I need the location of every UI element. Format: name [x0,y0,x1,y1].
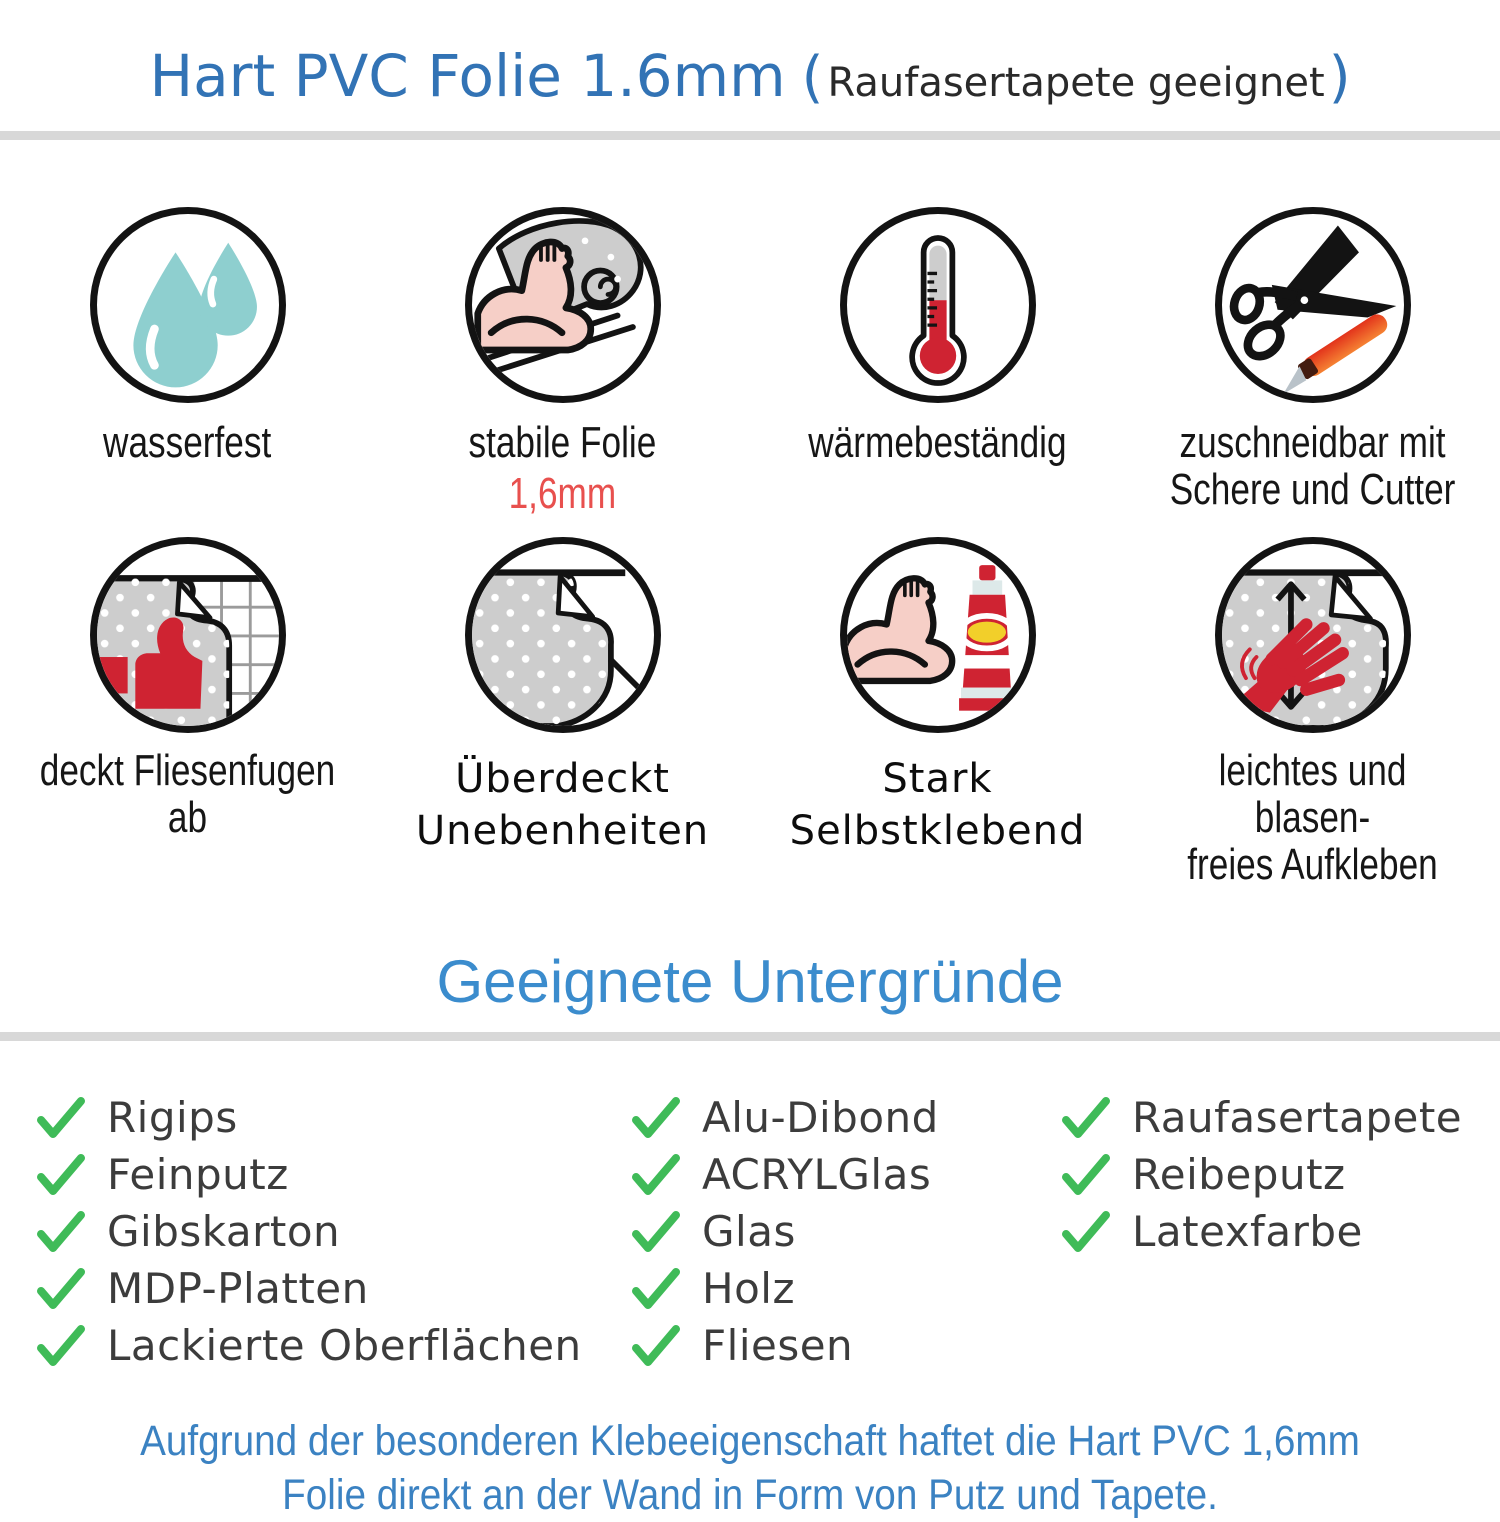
feature-zuschneidbar: zuschneidbar mit Schere und Cutter [1125,207,1500,537]
footer-note: Aufgrund der besonderen Klebeeigenschaft… [75,1414,1425,1522]
feature-caption: zuschneidbar mit Schere und Cutter [1170,419,1456,513]
feature-caption-line: freies Aufkleben [1187,840,1438,889]
feature-grid: wasserfest stabile Folie 1,6mm [0,140,1500,888]
feature-circle [464,537,661,733]
page-title-subtitle: Raufasertapete geeignet [827,60,1325,106]
feature-caption: wasserfest [103,418,272,467]
foil-overlap-icon [471,569,650,726]
substrate-item: Lackierte Oberflächen [35,1317,630,1374]
footer-note-line1: Aufgrund der besonderen Klebeeigenschaft… [140,1417,1360,1465]
section-title-untergruende: Geeignete Untergründe [436,948,1064,1015]
substrate-label: Latexfarbe [1132,1207,1363,1256]
feature-caption-line: Unebenheiten [415,808,710,854]
substrate-item: Glas [630,1203,1060,1260]
page-title: Hart PVC Folie 1.6mm ( Raufasertapete ge… [149,42,1350,110]
check-icon [1062,1210,1110,1252]
feature-wasserfest: wasserfest [0,207,375,537]
paren-open: ( [801,45,824,110]
substrate-label: Glas [702,1207,796,1256]
check-icon [37,1324,85,1366]
substrate-item: Latexfarbe [1060,1203,1500,1260]
feature-caption-line: zuschneidbar mit [1179,418,1446,467]
substrate-label: MDP-Platten [107,1264,369,1313]
feature-fliesenfugen: deckt Fliesenfugen ab [0,537,375,888]
feature-caption: Überdeckt Unebenheiten [416,753,709,857]
tile-thumbs-up-icon [96,575,279,726]
check-icon [632,1153,680,1195]
substrates-column-3: Raufasertapete Reibeputz Latexfarbe [1060,1089,1500,1374]
check-icon [37,1267,85,1309]
check-icon [37,1096,85,1138]
feature-caption-line: Stark [882,756,993,802]
substrates-column-2: Alu-Dibond ACRYLGlas Glas Holz F [630,1089,1060,1374]
substrate-item: Reibeputz [1060,1146,1500,1203]
feature-circle [839,537,1036,733]
feature-caption-line: leichtes und blasen- [1218,746,1407,842]
substrate-label: Holz [702,1264,795,1313]
feature-circle [1214,207,1411,403]
water-drops-icon [132,242,257,388]
check-icon [37,1210,85,1252]
check-icon [632,1267,680,1309]
divider-top [0,131,1500,140]
substrate-label: Reibeputz [1132,1150,1346,1199]
feature-caption: wärmebeständig [808,418,1067,467]
substrates-column-1: Rigips Feinputz Gibskarton MDP-Platten [35,1089,630,1374]
substrate-item: MDP-Platten [35,1260,630,1317]
substrate-item: Fliesen [630,1317,1060,1374]
feature-circle [89,537,286,733]
page-title-main: Hart PVC Folie 1.6mm [149,42,786,110]
substrate-item: ACRYLGlas [630,1146,1060,1203]
feature-selbstklebend: Stark Selbstklebend [750,537,1125,888]
feature-stabile-folie: stabile Folie 1,6mm [375,207,750,537]
feature-waermebestaendig: wärmebeständig [750,207,1125,537]
feature-caption: leichtes und blasen- freies Aufkleben [1163,747,1463,888]
substrate-item: Gibskarton [35,1203,630,1260]
substrate-label: ACRYLGlas [702,1150,932,1199]
feature-circle [89,207,286,403]
feature-caption-line: stabile Folie [468,418,657,467]
feature-unebenheiten: Überdeckt Unebenheiten [375,537,750,888]
check-icon [632,1096,680,1138]
feature-caption: deckt Fliesenfugen ab [39,746,336,842]
feature-caption: stabile Folie 1,6mm [469,419,657,517]
thickness-value: 1,6mm [508,469,617,518]
substrates-list: Rigips Feinputz Gibskarton MDP-Platten [0,1041,1500,1374]
check-icon [632,1324,680,1366]
scissors-cutter-icon [1229,225,1396,395]
substrate-label: Rigips [107,1093,238,1142]
substrate-item: Holz [630,1260,1060,1317]
feature-caption-line: Selbstklebend [789,808,1086,854]
paren-close: ) [1328,45,1351,110]
substrate-label: Feinputz [107,1150,289,1199]
feature-caption: Stark Selbstklebend [790,753,1086,857]
muscle-foil-icon [473,218,643,374]
feature-circle [464,207,661,403]
substrate-item: Alu-Dibond [630,1089,1060,1146]
substrate-item: Rigips [35,1089,630,1146]
substrate-label: Gibskarton [107,1207,341,1256]
feature-circle [839,207,1036,403]
check-icon [37,1153,85,1195]
substrate-label: Alu-Dibond [702,1093,939,1142]
check-icon [1062,1153,1110,1195]
divider-middle [0,1032,1500,1041]
substrate-label: Lackierte Oberflächen [107,1321,582,1370]
check-icon [1062,1096,1110,1138]
check-icon [632,1210,680,1252]
footer-note-line2: Folie direkt an der Wand in Form von Put… [282,1471,1218,1519]
feature-caption-line: Überdeckt [455,756,670,802]
hand-smoothing-icon [1221,569,1404,726]
feature-aufkleben: leichtes und blasen- freies Aufkleben [1125,537,1500,888]
header: Hart PVC Folie 1.6mm ( Raufasertapete ge… [0,0,1500,131]
muscle-glue-icon [846,565,1016,711]
substrate-item: Raufasertapete [1060,1089,1500,1146]
thermometer-icon [908,235,967,386]
substrate-label: Raufasertapete [1132,1093,1463,1142]
substrate-label: Fliesen [702,1321,854,1370]
substrate-item: Feinputz [35,1146,630,1203]
feature-circle [1214,537,1411,733]
feature-caption-line: Schere und Cutter [1169,465,1456,514]
